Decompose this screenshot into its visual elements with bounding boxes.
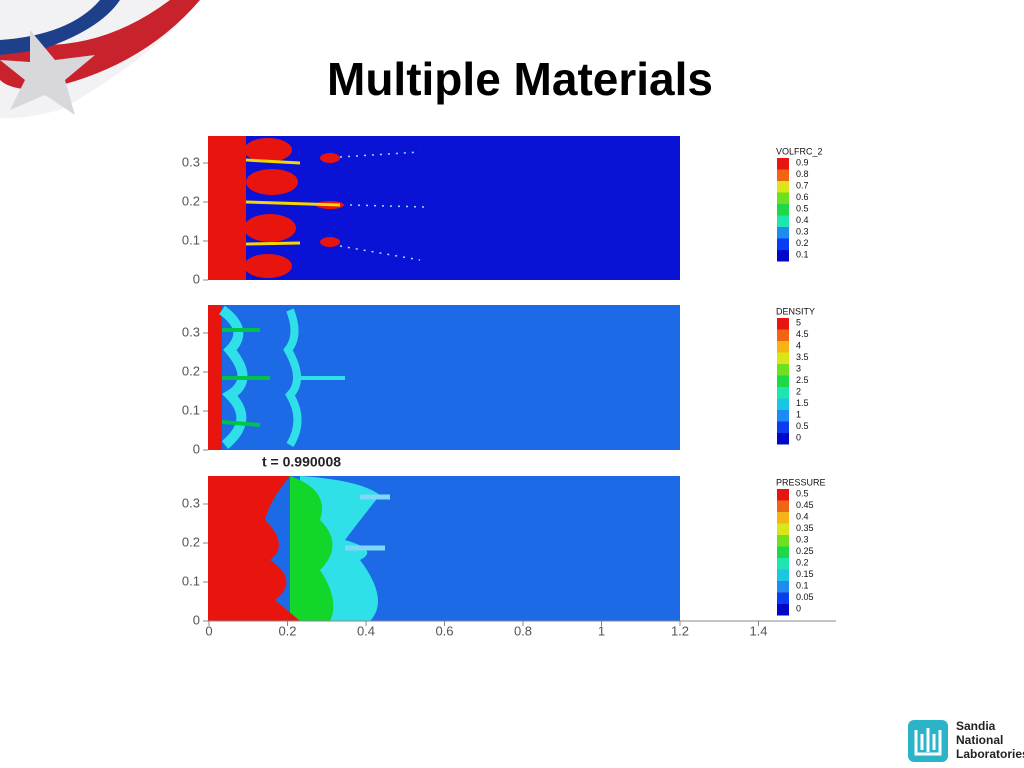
legend-label: 0.3 [796, 534, 809, 544]
legend-label: 0.5 [796, 488, 809, 498]
legend-label: 1.5 [796, 398, 809, 408]
legend-swatch [777, 250, 789, 262]
field-pressure [208, 476, 680, 621]
legend-swatch [777, 204, 789, 216]
legend-swatch [777, 192, 789, 204]
field-density [208, 305, 680, 450]
legend-swatch [777, 238, 789, 250]
legend-label: 0.3 [796, 226, 809, 236]
y-tick-label: 0 [193, 612, 200, 627]
legend-swatch [777, 558, 789, 570]
legend-swatch [777, 375, 789, 387]
legend-swatch [777, 215, 789, 227]
legend-swatch [777, 318, 789, 330]
x-tick-label: 1 [598, 623, 605, 638]
x-tick-label: 1.4 [749, 623, 767, 638]
legend-swatch [777, 592, 789, 604]
legend-swatch [777, 604, 789, 616]
legend-swatch [777, 169, 789, 181]
legend-swatch [777, 329, 789, 341]
legend-label: 0.2 [796, 238, 809, 248]
legend-label: 0.35 [796, 523, 814, 533]
y-tick-label: 0.2 [182, 534, 200, 549]
y-tick-label: 0.2 [182, 193, 200, 208]
x-tick-label: 0.2 [278, 623, 296, 638]
legend-label: 0.7 [796, 180, 809, 190]
y-tick-label: 0.3 [182, 324, 200, 339]
legend-label: 0.25 [796, 546, 814, 556]
y-tick-label: 0.3 [182, 495, 200, 510]
legend-label: 0 [796, 603, 801, 613]
legend-swatch [777, 181, 789, 193]
legend-label: 0.9 [796, 157, 809, 167]
legend-label: 0.05 [796, 592, 814, 602]
legend-swatch [777, 512, 789, 524]
legend-label: 1 [796, 409, 801, 419]
y-tick-label: 0 [193, 441, 200, 456]
x-tick-label: 1.2 [671, 623, 689, 638]
y-tick-label: 0 [193, 271, 200, 286]
logo-text: National [956, 733, 1003, 747]
legend-label: 0.4 [796, 215, 809, 225]
legend-title: PRESSURE [776, 477, 826, 487]
legend-swatch [777, 569, 789, 581]
y-tick-label: 0.1 [182, 232, 200, 247]
legend-swatch [777, 535, 789, 547]
legend-swatch [777, 158, 789, 170]
legend-swatch [777, 489, 789, 501]
y-tick-label: 0.1 [182, 573, 200, 588]
legend-swatch [777, 433, 789, 445]
legend-swatch [777, 364, 789, 376]
x-tick-label: 0.6 [435, 623, 453, 638]
logo-text: Sandia [956, 719, 996, 733]
x-tick-label: 0 [205, 623, 212, 638]
flag-decoration [0, 0, 200, 119]
legend-label: 5 [796, 317, 801, 327]
legend-label: 0.15 [796, 569, 814, 579]
legend-swatch [777, 421, 789, 433]
legend-swatch [777, 500, 789, 512]
legend-label: 0.6 [796, 192, 809, 202]
legend-label: 0.2 [796, 557, 809, 567]
legend-label: 0.5 [796, 203, 809, 213]
legend-label: 0.1 [796, 580, 809, 590]
legend-swatch [777, 410, 789, 422]
legend-label: 0.4 [796, 511, 809, 521]
legend-label: 0 [796, 432, 801, 442]
legend-swatch [777, 523, 789, 535]
y-tick-label: 0.1 [182, 402, 200, 417]
slide-title: Multiple Materials [327, 53, 713, 105]
legend-label: 2 [796, 386, 801, 396]
legend-label: 2.5 [796, 375, 809, 385]
legend-swatch [777, 546, 789, 558]
y-tick-label: 0.2 [182, 363, 200, 378]
x-tick-label: 0.4 [357, 623, 375, 638]
legend-label: 0.5 [796, 421, 809, 431]
legend-swatch [777, 387, 789, 399]
legend-label: 3.5 [796, 352, 809, 362]
y-tick-label: 0.3 [182, 154, 200, 169]
legend-label: 0.45 [796, 500, 814, 510]
field-volfrc [208, 136, 680, 280]
legend-label: 0.1 [796, 249, 809, 259]
legend-label: 3 [796, 363, 801, 373]
legend-swatch [777, 227, 789, 239]
legend-title: DENSITY [776, 306, 815, 316]
legend-swatch [777, 581, 789, 593]
legend-title: VOLFRC_2 [776, 146, 823, 156]
legend-label: 4.5 [796, 329, 809, 339]
x-tick-label: 0.8 [514, 623, 532, 638]
logo-text: Laboratories [956, 747, 1024, 761]
legend-swatch [777, 398, 789, 410]
legend-swatch [777, 341, 789, 353]
legend-label: 4 [796, 340, 801, 350]
time-label: t = 0.990008 [262, 454, 341, 470]
legend-swatch [777, 352, 789, 364]
legend-label: 0.8 [796, 169, 809, 179]
logo: Sandia National Laboratories [908, 719, 1024, 762]
